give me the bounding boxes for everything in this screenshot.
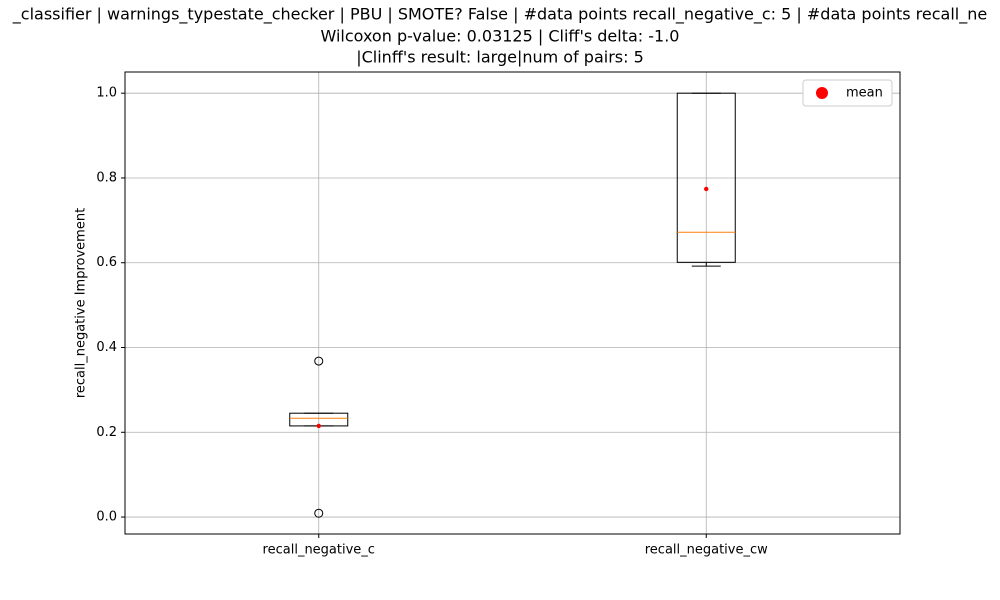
legend-frame <box>802 79 893 107</box>
chart-title-line: |Clinff's result: large|num of pairs: 5 <box>356 48 644 67</box>
plot-frame <box>124 71 901 535</box>
y-tick-label: 0.0 <box>96 510 117 525</box>
mean-marker <box>316 423 321 429</box>
y-tick-label: 0.2 <box>96 425 117 440</box>
box <box>676 92 736 263</box>
legend-label: mean <box>846 86 883 101</box>
chart-title-line: Wilcoxon p-value: 0.03125 | Cliff's delt… <box>321 27 680 46</box>
y-axis-label: recall_negative Improvement <box>74 208 89 398</box>
y-tick-label: 0.8 <box>96 170 117 185</box>
legend-marker <box>816 87 828 99</box>
x-tick-label: recall_negative_c <box>263 543 375 558</box>
y-tick-label: 0.6 <box>96 255 117 270</box>
y-tick-label: 0.4 <box>96 340 117 355</box>
mean-marker <box>704 186 709 192</box>
flier <box>314 508 324 518</box>
y-tick-label: 1.0 <box>96 86 117 101</box>
chart-title-line: _classifier | warnings_typestate_checker… <box>12 5 987 25</box>
x-tick-label: recall_negative_cw <box>645 543 768 558</box>
flier <box>314 356 324 366</box>
